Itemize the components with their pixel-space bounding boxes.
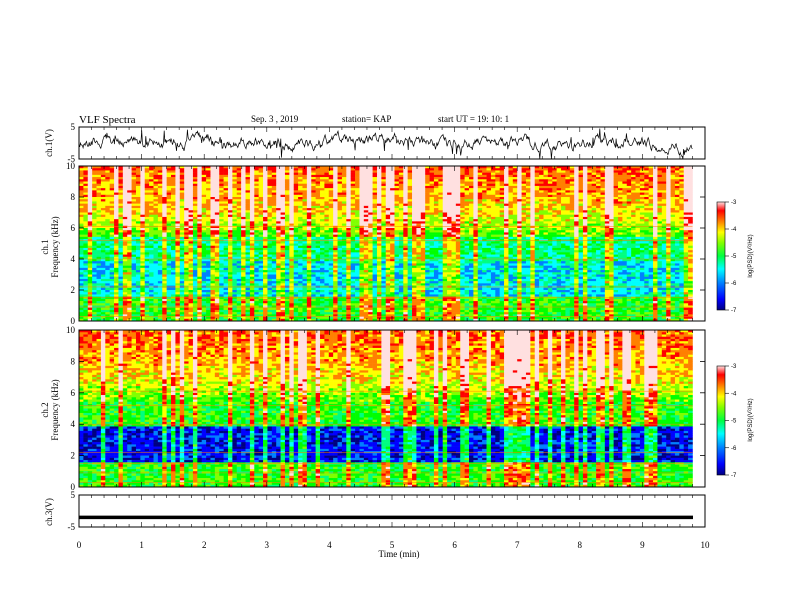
ch2-spectrogram-ytick-label: 4	[71, 419, 76, 429]
ch3-waveform-ylabel: ch.3(V)	[44, 498, 54, 526]
colorbar-tick-label: -4	[731, 227, 737, 233]
colorbar-tick-label: -6	[731, 446, 737, 452]
ch1-spectrogram-ytick-label: 6	[71, 223, 76, 233]
ch2-colorbar-label: log(PSD)(V²/Hz)	[748, 398, 754, 441]
ch1-waveform-ytick-label: -5	[68, 154, 76, 164]
x-axis-label: Time (min)	[379, 549, 420, 559]
figure-title: VLF Spectra	[79, 114, 136, 126]
header-start-time: start UT = 19: 10: 1	[438, 114, 509, 124]
ch2-colorbar: -3 -4 -5 -6 -7 log(PSD)(V²/Hz)	[716, 364, 754, 479]
colorbar-tick-label: -4	[731, 391, 737, 397]
x-tick-label: 6	[452, 540, 457, 550]
ch1-waveform-ytick-label: 5	[71, 122, 76, 132]
colorbar-tick-label: -6	[731, 281, 737, 287]
ch1-spectrogram-ytick-label: 4	[71, 254, 76, 264]
ch1-spectrogram-ylabel: ch.1Frequency (kHz)	[40, 216, 60, 277]
ch2-spectrogram-ytick-label: 8	[71, 356, 76, 366]
ch3-waveform-panel: 5 -50 1 2 3 4 5 6 7 8 9 10	[68, 490, 711, 550]
ch2-spectrogram-ytick-label: 6	[71, 388, 76, 398]
ch3-waveform-ytick-label: -5	[68, 522, 76, 532]
ch1-spectrogram-panel: 0 2 4 6 8 10	[66, 161, 706, 326]
ch1-spectrogram-ytick-label: 8	[71, 192, 76, 202]
ch1-spectrogram-ytick-label: 10	[66, 161, 76, 171]
ch1-colorbar: -3 -4 -5 -6 -7 log(PSD)(V²/Hz)	[716, 200, 754, 314]
x-tick-label: 3	[265, 540, 270, 550]
ch1-waveform-ylabel: ch.1(V)	[44, 129, 54, 157]
ch2-spectrogram-ytick-label: 0	[71, 482, 76, 492]
x-tick-label: 9	[640, 540, 645, 550]
colorbar-tick-label: -7	[731, 308, 737, 314]
colorbar-tick-label: -5	[731, 419, 737, 425]
header-date: Sep. 3 , 2019	[251, 114, 299, 124]
ch1-colorbar-label: log(PSD)(V²/Hz)	[748, 234, 754, 277]
ch2-spectrogram-ytick-label: 10	[66, 325, 76, 335]
x-tick-label: 5	[390, 540, 395, 550]
x-tick-label: 4	[327, 540, 332, 550]
colorbar-tick-label: -7	[731, 473, 737, 479]
colorbar-tick-label: -3	[731, 200, 737, 206]
ch1-waveform-trace	[78, 128, 693, 160]
colorbar-tick-label: -3	[731, 364, 737, 370]
ch2-spectrogram-ytick-label: 2	[71, 451, 76, 461]
ch1-spectrogram-ytick-label: 2	[71, 285, 76, 295]
ch1-waveform-panel: 5 -5	[68, 122, 706, 164]
x-tick-label: 1	[139, 540, 144, 550]
x-tick-label: 0	[77, 540, 82, 550]
ch1-spectrogram-ytick-label: 0	[71, 316, 76, 326]
x-tick-label: 10	[701, 540, 711, 550]
header-station: station= KAP	[342, 114, 391, 124]
x-tick-label: 7	[515, 540, 520, 550]
ch2-spectrogram-ylabel: ch.2Frequency (kHz)	[40, 379, 60, 440]
ch3-waveform-ytick-label: 5	[71, 490, 76, 500]
ch2-spectrogram-panel: 0 2 4 6 8 10	[66, 325, 706, 492]
x-tick-label: 2	[202, 540, 207, 550]
x-tick-label: 8	[578, 540, 583, 550]
colorbar-tick-label: -5	[731, 254, 737, 260]
